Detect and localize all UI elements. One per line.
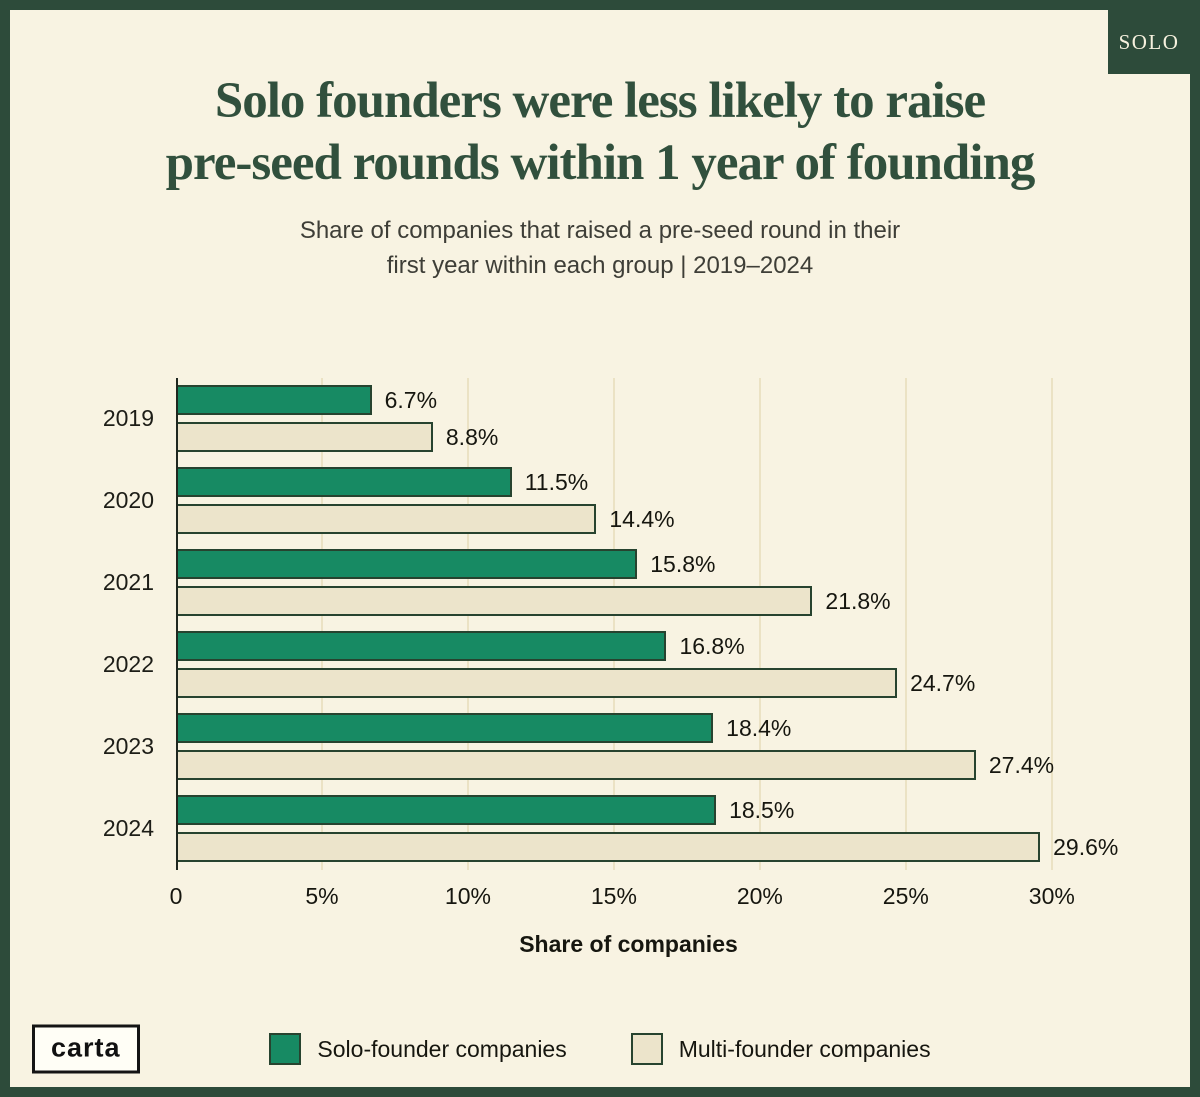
x-tick-label: 30% — [1028, 882, 1075, 909]
year-bar-group: 18.5% 29.6% — [176, 788, 1118, 870]
bar-row: 11.5% — [176, 467, 1081, 498]
bar-row: 18.4% — [176, 713, 1081, 744]
bar-row: 8.8% — [176, 422, 1081, 453]
gridline — [612, 377, 615, 870]
title-line-1: Solo founders were less likely to raise — [214, 73, 986, 129]
solo-bar — [176, 385, 372, 416]
multi-bar — [176, 832, 1041, 863]
bar-value-label: 15.8% — [650, 550, 716, 577]
gridline — [320, 377, 323, 870]
solo-bar — [176, 795, 717, 826]
carta-logo: carta — [32, 1024, 140, 1074]
multi-bar — [176, 504, 597, 535]
bar-value-label: 8.8% — [445, 423, 499, 450]
solo-bar — [176, 467, 512, 498]
year-bar-group: 18.4% 27.4% — [176, 706, 1081, 788]
gridline — [1050, 377, 1053, 870]
year-label: 2023 — [102, 733, 154, 760]
y-axis-line — [176, 377, 178, 870]
bar-row: 21.8% — [176, 586, 1081, 617]
x-tick-label: 20% — [736, 882, 783, 909]
year-bar-group: 15.8% 21.8% — [176, 542, 1081, 624]
bar-row: 15.8% — [176, 549, 1081, 580]
x-axis: 0 5% 10% 15% 20% 25% 30% — [170, 882, 1081, 913]
bar-row: 24.7% — [176, 668, 1081, 699]
plot-area: 6.7% 8.8% 11.5% 14.4% 15.8% 21.8% 16.8% 24.7% 18… — [176, 377, 1118, 870]
solo-bar — [176, 713, 714, 744]
x-axis-title: Share of companies — [519, 930, 738, 957]
solo-badge-label: SOLO — [1118, 29, 1180, 54]
solo-badge: SOLO — [1108, 10, 1190, 74]
gridline — [904, 377, 907, 870]
bar-value-label: 27.4% — [988, 751, 1055, 778]
bar-value-label: 21.8% — [825, 587, 891, 614]
year-label: 2024 — [102, 815, 154, 842]
multi-bar — [176, 668, 898, 699]
bar-row: 6.7% — [176, 385, 1081, 416]
x-tick-label: 0 — [169, 882, 183, 909]
year-label: 2021 — [102, 569, 154, 596]
legend-swatch — [630, 1033, 663, 1065]
legend-item: Multi-founder companies — [630, 1033, 931, 1065]
legend-label: Solo-founder companies — [317, 1035, 567, 1062]
bar-value-label: 18.5% — [729, 796, 795, 823]
gridline — [466, 377, 469, 870]
x-tick-label: 5% — [305, 882, 339, 909]
year-label: 2020 — [102, 487, 154, 514]
bar-chart: 2019 2020 2021 2022 2023 2024 6.7% 8.8% 11.5% 14… — [10, 377, 1190, 958]
legend-label: Multi-founder companies — [678, 1035, 931, 1062]
x-tick-label: 15% — [590, 882, 637, 909]
legend-item: Solo-founder companies — [269, 1033, 567, 1065]
bar-value-label: 18.4% — [726, 714, 792, 741]
subtitle-line-1: Share of companies that raised a pre-see… — [299, 217, 901, 245]
page-title: Solo founders were less likely to raise … — [10, 70, 1190, 194]
bar-groups: 6.7% 8.8% 11.5% 14.4% 15.8% 21.8% 16.8% 24.7% 18… — [176, 378, 1118, 870]
bar-row: 18.5% — [176, 795, 1081, 826]
gridlines — [176, 377, 1081, 870]
bar-row: 29.6% — [176, 832, 1118, 863]
bar-value-label: 14.4% — [609, 505, 675, 532]
bar-row: 27.4% — [176, 750, 1081, 781]
solo-bar — [176, 631, 667, 662]
bar-row: 16.8% — [176, 631, 1081, 662]
multi-bar — [176, 750, 976, 781]
legend: Solo-founder companies Multi-founder comp… — [10, 1023, 1190, 1075]
bar-row: 14.4% — [176, 504, 1081, 535]
solo-bar — [176, 549, 638, 580]
y-axis-labels: 2019 2020 2021 2022 2023 2024 — [10, 378, 176, 870]
year-bar-group: 16.8% 24.7% — [176, 624, 1081, 706]
title-line-2: pre-seed rounds within 1 year of foundin… — [165, 135, 1036, 192]
year-label: 2019 — [102, 405, 154, 432]
multi-bar — [176, 422, 433, 453]
year-bar-group: 11.5% 14.4% — [176, 460, 1081, 542]
year-bar-group: 6.7% 8.8% — [176, 378, 1081, 460]
multi-bar — [176, 586, 813, 617]
header: Solo founders were less likely to raise … — [10, 10, 1190, 283]
legend-swatch — [269, 1033, 302, 1065]
gridline — [758, 377, 761, 870]
x-tick-label: 25% — [882, 882, 929, 909]
year-label: 2022 — [102, 651, 154, 678]
footer: carta Solo-founder companies Multi-founde… — [10, 1023, 1190, 1075]
bar-value-label: 16.8% — [679, 632, 745, 659]
bar-value-label: 29.6% — [1053, 833, 1119, 860]
subtitle-line-2: first year within each group | 2019–2024 — [386, 251, 814, 279]
x-tick-label: 10% — [444, 882, 491, 909]
bar-value-label: 11.5% — [524, 468, 589, 495]
subtitle: Share of companies that raised a pre-see… — [10, 214, 1190, 282]
bar-value-label: 24.7% — [910, 669, 976, 696]
bar-value-label: 6.7% — [384, 386, 438, 413]
